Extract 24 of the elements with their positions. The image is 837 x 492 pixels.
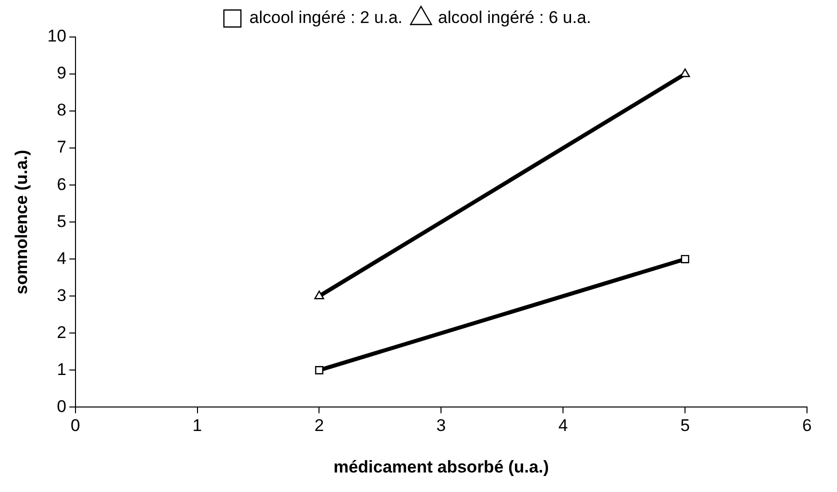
x-tick-label: 6 <box>802 416 812 436</box>
x-tick-label: 2 <box>314 416 324 436</box>
y-tick-label: 4 <box>56 248 66 268</box>
x-tick-label: 1 <box>192 416 202 436</box>
y-tick-label: 7 <box>56 138 66 157</box>
y-axis-title: somnolence (u.a.) <box>12 150 31 294</box>
y-tick-label: 1 <box>56 360 66 379</box>
y-tick-label: 10 <box>47 26 66 46</box>
y-tick-label: 0 <box>56 396 66 416</box>
point <box>315 366 324 374</box>
x-tick-label: 5 <box>680 416 690 436</box>
x-tick-label: 3 <box>436 416 446 436</box>
y-tick-label: 3 <box>56 286 66 305</box>
x-tick-label: 4 <box>558 416 568 436</box>
legend-label: alcool ingéré : 2 u.a. <box>249 8 403 28</box>
x-tick-label: 0 <box>70 416 80 436</box>
x-axis-title: médicament absorbé (u.a.) <box>333 457 549 476</box>
y-tick-label: 8 <box>56 100 66 120</box>
y-tick-label: 5 <box>56 212 66 231</box>
y-tick-label: 6 <box>56 174 66 194</box>
legend-label: alcool ingéré : 6 u.a. <box>438 8 592 28</box>
point <box>680 254 690 264</box>
y-tick-label: 2 <box>56 322 66 342</box>
y-tick-label: 9 <box>56 64 66 83</box>
